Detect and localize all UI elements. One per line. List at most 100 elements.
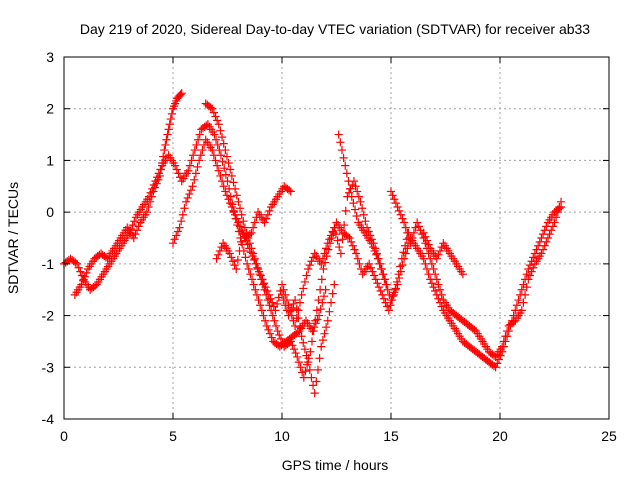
- data-point: [172, 231, 181, 240]
- data-point: [348, 180, 357, 190]
- data-point: [437, 302, 446, 311]
- data-point: [491, 363, 500, 372]
- data-point: [227, 171, 236, 181]
- data-point: [352, 211, 361, 221]
- data-point: [313, 365, 323, 374]
- data-point: [542, 237, 551, 246]
- data-point: [522, 270, 531, 279]
- data-point: [245, 230, 254, 239]
- data-point: [196, 151, 205, 160]
- data-point: [366, 263, 375, 272]
- data-point: [208, 145, 217, 155]
- data-point: [553, 208, 562, 217]
- data-point: [213, 140, 222, 150]
- data-point: [349, 177, 359, 186]
- data-point: [224, 158, 233, 168]
- data-point: [272, 299, 282, 309]
- data-point: [217, 133, 227, 142]
- series-track-c: [201, 99, 413, 382]
- data-point: [366, 231, 375, 240]
- data-point: [264, 325, 273, 334]
- data-point: [421, 232, 430, 241]
- data-point: [266, 294, 275, 303]
- data-point: [429, 264, 438, 274]
- data-point: [256, 301, 265, 310]
- data-point: [380, 275, 390, 284]
- data-point: [552, 213, 561, 222]
- data-point: [317, 275, 326, 284]
- data-point: [249, 223, 258, 232]
- data-point: [255, 267, 264, 276]
- data-point: [290, 295, 300, 305]
- data-point: [247, 228, 256, 237]
- data-point: [230, 261, 239, 270]
- data-point: [336, 249, 345, 258]
- data-point: [241, 253, 250, 262]
- data-point: [406, 239, 415, 248]
- data-point: [170, 235, 179, 244]
- data-point: [178, 210, 187, 219]
- data-point: [181, 197, 191, 206]
- data-point: [386, 295, 396, 305]
- data-point: [268, 298, 277, 307]
- data-point: [260, 218, 269, 227]
- x-tick-label: 15: [383, 428, 399, 444]
- y-tick-labels: -4 -3 -2 -1 0 1 2 3: [42, 49, 55, 427]
- data-point: [237, 210, 246, 219]
- data-point: [409, 228, 418, 237]
- data-point: [221, 170, 230, 179]
- data-point: [240, 232, 249, 241]
- data-point: [403, 244, 412, 253]
- data-point: [76, 267, 85, 276]
- data-point: [374, 254, 383, 263]
- data-point: [378, 290, 387, 299]
- data-point: [514, 295, 523, 305]
- data-point: [413, 218, 422, 227]
- data-point: [216, 171, 225, 181]
- data-point: [167, 109, 177, 118]
- data-point: [154, 175, 163, 184]
- data-point: [458, 270, 468, 279]
- data-point: [520, 290, 530, 299]
- data-point: [498, 342, 507, 351]
- data-point: [318, 336, 327, 345]
- data-point: [232, 191, 241, 200]
- data-point: [307, 373, 316, 382]
- data-point: [318, 254, 327, 263]
- data-point: [373, 279, 382, 288]
- y-tick-label: 0: [46, 204, 54, 220]
- data-point: [384, 306, 393, 315]
- data-point: [221, 187, 230, 196]
- data-point: [358, 204, 367, 213]
- series-track-b: [70, 89, 186, 299]
- data-point: [331, 230, 341, 239]
- data-point: [262, 321, 271, 331]
- data-point: [209, 108, 218, 117]
- data-point: [296, 363, 305, 372]
- data-point: [512, 301, 521, 310]
- data-point: [304, 358, 313, 367]
- data-point: [307, 257, 316, 266]
- data-point: [160, 145, 169, 155]
- data-point: [351, 182, 360, 191]
- data-point: [396, 210, 405, 219]
- data-point: [517, 306, 526, 315]
- data-point: [319, 264, 328, 274]
- data-point: [263, 286, 272, 296]
- data-point: [336, 138, 345, 147]
- data-point: [341, 206, 350, 215]
- data-point: [262, 214, 271, 223]
- data-point: [214, 250, 223, 259]
- data-points: [59, 89, 566, 398]
- data-point: [250, 218, 259, 227]
- data-point: [212, 254, 221, 263]
- data-point: [414, 222, 423, 231]
- data-point: [215, 246, 224, 256]
- data-point: [190, 175, 199, 184]
- y-tick-label: -1: [42, 256, 55, 272]
- data-point: [279, 285, 288, 294]
- data-point: [319, 292, 329, 301]
- data-point: [305, 365, 314, 374]
- data-point: [227, 253, 236, 262]
